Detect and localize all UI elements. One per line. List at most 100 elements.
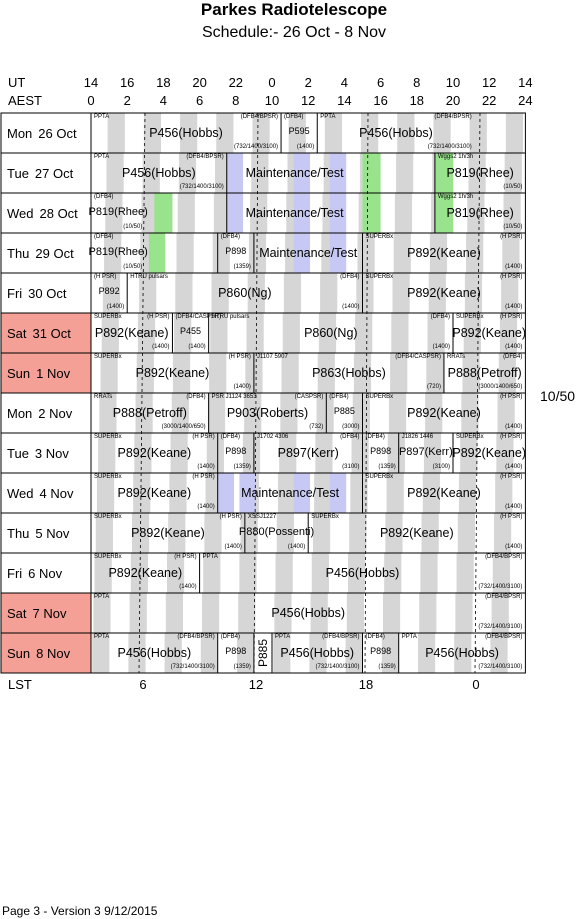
lst-stripe	[107, 113, 125, 153]
lst-stripe	[393, 233, 411, 273]
block-label: P892(Keane)	[131, 526, 205, 540]
lst-stripe	[171, 393, 189, 433]
block-instrument: PPTA	[202, 554, 218, 560]
block-label: P892(Keane)	[452, 446, 527, 460]
block-label: P456(Hobbs)	[425, 646, 499, 660]
day-label: Tue 3 Nov	[1, 434, 91, 473]
lst-stripe	[496, 433, 514, 473]
block-instrument: (DFB4/CASPSR)	[175, 314, 222, 320]
lst-stripe	[495, 473, 513, 513]
block-backend: (H PSR)	[500, 514, 523, 520]
day-name: Mon	[7, 406, 33, 421]
lst-stripe	[492, 553, 510, 593]
lst-stripe	[458, 473, 477, 513]
block-backend: (DFB4/BPSR)	[485, 634, 523, 640]
block-frequency: (732/1400/3100)	[427, 144, 472, 150]
maintenance-band	[226, 153, 244, 193]
block-frequency: (732/1400/3100)	[234, 144, 279, 150]
lst-stripe	[100, 353, 118, 393]
block-instrument: SUPERBx	[94, 434, 122, 440]
block-label: P892(Keane)	[407, 246, 481, 260]
block-backend: (H PSR)	[500, 234, 523, 240]
ut-axis-label: UT	[8, 75, 26, 90]
lst-stripe	[274, 593, 292, 633]
lst-stripe	[178, 153, 197, 193]
block-label: P819(Rhee)	[88, 246, 148, 258]
block-backend: (H PSR)	[500, 394, 523, 400]
lst-stripe	[142, 153, 160, 193]
block-instrument: J1107 5907	[256, 354, 288, 360]
lst-stripe	[170, 433, 188, 473]
weekend-label-bg	[1, 633, 91, 673]
lst-tick: 12	[248, 677, 264, 692]
day-label: Wed 4 Nov	[1, 474, 91, 513]
block-instrument: SUPERBx	[94, 554, 122, 560]
block-frequency: (732/1400/3100)	[478, 664, 523, 670]
block-frequency: (1400)	[233, 384, 251, 390]
lst-stripe	[180, 113, 198, 153]
block-label: P892(Keane)	[407, 406, 481, 420]
block-label: P892(Keane)	[407, 486, 481, 500]
day-date: 29 Oct	[35, 246, 74, 261]
lst-axis-label: LST	[8, 677, 32, 692]
lst-stripe	[457, 513, 475, 553]
block-instrument: SUPERBx	[94, 354, 122, 360]
day-name: Sun	[7, 366, 31, 381]
lst-stripe	[106, 153, 124, 193]
lst-stripe	[455, 593, 473, 633]
day-name: Thu	[7, 526, 30, 541]
lst-stripe	[282, 313, 300, 353]
lst-stripe	[462, 353, 480, 393]
maintenance-band	[226, 193, 244, 233]
green-band	[362, 193, 381, 233]
lst-stripe	[357, 233, 375, 273]
lst-stripe	[176, 233, 194, 273]
lst-stripe	[93, 593, 111, 633]
green-band	[434, 153, 453, 193]
block-label: P456(Hobbs)	[325, 566, 400, 580]
lst-stripe	[98, 433, 116, 473]
lst-stripe	[503, 193, 521, 233]
ut-tick: 16	[119, 75, 135, 90]
lst-stripe	[252, 113, 270, 153]
lst-stripe	[396, 153, 414, 193]
block-label: P456(Hobbs)	[122, 166, 196, 180]
block-frequency: (732/1400/3100)	[170, 664, 215, 670]
block-backend: (H PSR)	[192, 434, 215, 440]
lst-stripe	[309, 633, 327, 673]
aest-tick: 4	[159, 93, 167, 108]
block-instrument: PPTA	[275, 634, 291, 640]
lst-stripe	[279, 433, 297, 473]
aest-tick: 2	[123, 93, 131, 108]
block-label: P892(Keane)	[452, 326, 527, 340]
aest-tick: 20	[445, 93, 461, 108]
lst-stripe	[209, 353, 227, 393]
lst-stripe	[318, 313, 337, 353]
block-label: P888(Petroff)	[112, 406, 187, 420]
lst-stripe	[105, 193, 123, 233]
block-frequency: (1400)	[179, 584, 197, 590]
lst-stripe	[387, 433, 405, 473]
green-band	[154, 193, 173, 233]
block-label: P903(Roberts)	[226, 406, 309, 420]
maintenance-band	[293, 193, 311, 233]
lst-stripe	[172, 353, 191, 393]
lst-stripe	[314, 473, 332, 513]
block-label: P892(Keane)	[117, 446, 192, 460]
block-label: P819(Rhee)	[446, 206, 514, 220]
lst-stripe	[315, 433, 333, 473]
block-frequency: (3000/1400/650)	[161, 424, 206, 430]
maintenance-band	[329, 153, 347, 193]
lst-stripe	[238, 593, 256, 633]
block-label: P892(Keane)	[108, 566, 183, 580]
lst-stripe	[467, 193, 485, 233]
ut-tick: 4	[340, 75, 348, 90]
block-frequency: (1400)	[106, 304, 125, 310]
aest-tick: 6	[195, 93, 204, 108]
block-instrument: RRATs	[446, 354, 466, 360]
lst-stripe	[426, 353, 444, 393]
aest-tick: 22	[481, 93, 497, 108]
ut-tick: 2	[304, 75, 312, 90]
lst-stripe	[201, 593, 220, 633]
aest-tick: 24	[518, 93, 533, 108]
